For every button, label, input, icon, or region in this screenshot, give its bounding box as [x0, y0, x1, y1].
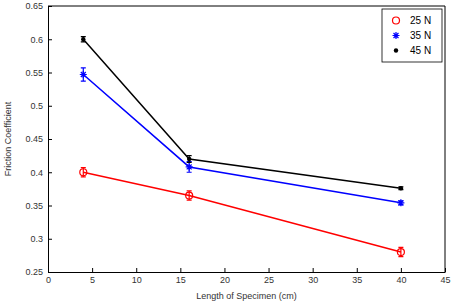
frame — [445, 6, 446, 272]
data-point — [187, 157, 191, 161]
data-area — [80, 37, 405, 257]
tick-label: 25 — [264, 275, 274, 285]
tick-mark — [48, 239, 52, 240]
tick-mark — [313, 268, 314, 272]
tick: 10 — [132, 268, 142, 285]
error-bar — [81, 168, 86, 177]
tick-mark — [48, 39, 52, 40]
error-bar — [187, 162, 192, 173]
tick-label: 10 — [132, 275, 142, 285]
error-bar — [187, 156, 192, 163]
tick: 0.3 — [30, 234, 52, 244]
legend-marker — [394, 48, 398, 52]
tick: 0.4 — [30, 168, 52, 178]
tick-label: 0 — [46, 275, 51, 285]
tick-label: 20 — [220, 275, 230, 285]
series-line — [83, 172, 401, 252]
tick: 0.65 — [25, 1, 52, 11]
data-point — [80, 169, 87, 176]
tick-mark — [180, 268, 181, 272]
tick-mark — [48, 106, 52, 107]
tick-label: 45 — [440, 275, 450, 285]
tick: 15 — [176, 268, 186, 285]
error-bar — [398, 247, 403, 256]
tick-mark — [269, 268, 270, 272]
tick: 0.45 — [25, 134, 52, 144]
tick: 35 — [352, 268, 362, 285]
chart: 0510152025303540450.250.30.350.40.450.50… — [0, 0, 454, 304]
tick-label: 0.55 — [25, 68, 43, 78]
legend-marker — [393, 17, 400, 24]
tick-mark — [224, 268, 225, 272]
y-axis-title: Friction Coefficient — [3, 101, 13, 176]
tick: 45 — [440, 268, 450, 285]
data-point — [80, 71, 87, 78]
tick: 0.5 — [30, 101, 52, 111]
error-bar — [81, 37, 86, 42]
data-point — [397, 199, 404, 206]
tick-mark — [445, 268, 446, 272]
data-point — [397, 249, 404, 256]
legend: 25 N 35 N 45 N — [382, 9, 442, 62]
data-point — [186, 192, 193, 199]
tick-mark — [48, 139, 52, 140]
tick-label: 0.45 — [25, 134, 43, 144]
tick-mark — [92, 268, 93, 272]
error-bar — [81, 68, 86, 81]
tick-mark — [48, 73, 52, 74]
tick-mark — [136, 268, 137, 272]
tick-mark — [48, 206, 52, 207]
legend-box — [382, 9, 442, 62]
tick-label: 0.25 — [25, 267, 43, 277]
data-point — [399, 186, 403, 190]
x-axis: 0 5 10 15 20 25 30 35 40 45 — [46, 268, 451, 285]
tick-mark — [357, 268, 358, 272]
frame — [48, 6, 445, 7]
legend-label: 35 N — [410, 30, 431, 41]
x-axis-title: Length of Specimen (cm) — [196, 291, 297, 301]
axis-line — [49, 272, 446, 273]
series-line — [83, 39, 401, 188]
tick-label: 40 — [396, 275, 406, 285]
tick: 0.6 — [30, 35, 52, 45]
y-axis: 0.25 0.3 0.35 0.4 0.45 0.5 0.55 0.6 0.65 — [25, 1, 52, 277]
tick: 20 — [220, 268, 230, 285]
tick: 0.55 — [25, 68, 52, 78]
tick-label: 0.4 — [30, 168, 43, 178]
tick-label: 35 — [352, 275, 362, 285]
tick-mark — [48, 6, 52, 7]
data-point — [186, 163, 193, 170]
legend-marker — [393, 32, 400, 39]
tick: 25 — [264, 268, 274, 285]
data-point — [81, 37, 85, 41]
tick-mark — [48, 272, 52, 273]
tick: 0.35 — [25, 201, 52, 211]
tick-label: 15 — [176, 275, 186, 285]
tick-label: 0.65 — [25, 1, 43, 11]
error-bar — [187, 191, 192, 200]
tick: 30 — [308, 268, 318, 285]
tick: 40 — [396, 268, 406, 285]
tick-label: 0.5 — [30, 101, 43, 111]
error-bar — [398, 187, 403, 190]
legend-label: 45 N — [410, 45, 431, 56]
plot: 0510152025303540450.250.30.350.40.450.50… — [25, 1, 450, 285]
tick-label: 30 — [308, 275, 318, 285]
tick-label: 0.3 — [30, 234, 43, 244]
tick: 5 — [90, 268, 95, 285]
tick-label: 0.35 — [25, 201, 43, 211]
tick-label: 5 — [90, 275, 95, 285]
tick-mark — [48, 172, 52, 173]
tick-label: 0.6 — [30, 35, 43, 45]
tick-mark — [401, 268, 402, 272]
legend-label: 25 N — [410, 15, 431, 26]
tick: 0.25 — [25, 267, 52, 277]
